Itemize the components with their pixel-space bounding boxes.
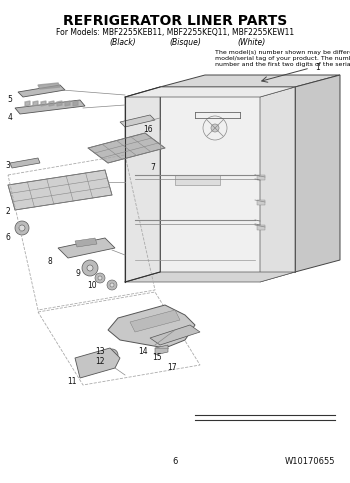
Text: 16: 16 (143, 126, 153, 134)
Polygon shape (18, 85, 65, 97)
Polygon shape (10, 158, 40, 168)
Text: 6: 6 (6, 233, 10, 242)
Polygon shape (108, 305, 195, 348)
Text: 11: 11 (67, 378, 77, 386)
Text: 2: 2 (6, 208, 10, 216)
Text: The model(s) number shown may be different than what is printed on the
model/ser: The model(s) number shown may be differe… (215, 50, 350, 67)
Circle shape (82, 260, 98, 276)
Polygon shape (120, 115, 155, 127)
Polygon shape (257, 175, 265, 180)
Polygon shape (73, 101, 78, 106)
Polygon shape (295, 75, 340, 272)
Polygon shape (8, 170, 112, 210)
Text: 17: 17 (167, 364, 177, 372)
Polygon shape (65, 101, 70, 106)
Polygon shape (125, 87, 295, 97)
Circle shape (95, 273, 105, 283)
Polygon shape (75, 348, 120, 378)
Polygon shape (75, 238, 97, 247)
Text: 12: 12 (95, 357, 105, 367)
Circle shape (110, 283, 114, 287)
Polygon shape (125, 272, 295, 282)
Polygon shape (257, 225, 265, 230)
Polygon shape (88, 133, 165, 163)
Text: 7: 7 (150, 162, 155, 171)
Text: 6: 6 (172, 457, 178, 467)
Circle shape (19, 225, 25, 231)
Circle shape (87, 265, 93, 271)
Polygon shape (260, 87, 295, 282)
Text: 4: 4 (8, 114, 13, 123)
Circle shape (110, 353, 114, 357)
Polygon shape (41, 101, 46, 106)
Polygon shape (57, 101, 62, 106)
Text: 1: 1 (316, 62, 320, 71)
Text: 10: 10 (87, 281, 97, 289)
Polygon shape (160, 87, 295, 272)
Text: (White): (White) (238, 38, 266, 47)
Text: 14: 14 (138, 347, 148, 356)
Polygon shape (175, 175, 220, 185)
Polygon shape (49, 101, 54, 106)
Circle shape (106, 349, 118, 361)
Text: W10170655: W10170655 (285, 457, 335, 467)
Text: 15: 15 (152, 354, 162, 363)
Text: 13: 13 (95, 347, 105, 356)
Polygon shape (25, 101, 30, 106)
Polygon shape (38, 83, 60, 89)
Polygon shape (160, 75, 340, 87)
Polygon shape (15, 100, 85, 114)
Text: 9: 9 (76, 269, 80, 278)
Polygon shape (130, 310, 180, 332)
Circle shape (211, 124, 219, 132)
Polygon shape (150, 325, 200, 345)
Circle shape (107, 280, 117, 290)
Polygon shape (33, 101, 38, 106)
Text: 5: 5 (8, 96, 13, 104)
Text: 3: 3 (6, 160, 10, 170)
Text: 8: 8 (48, 257, 52, 267)
Text: For Models: MBF2255KEB11, MBF2255KEQ11, MBF2255KEW11: For Models: MBF2255KEB11, MBF2255KEQ11, … (56, 28, 294, 37)
Polygon shape (125, 87, 160, 282)
Text: REFRIGERATOR LINER PARTS: REFRIGERATOR LINER PARTS (63, 14, 287, 28)
Circle shape (15, 221, 29, 235)
Circle shape (98, 276, 102, 280)
Text: (Black): (Black) (110, 38, 136, 47)
Polygon shape (58, 238, 115, 258)
Polygon shape (257, 200, 265, 205)
Text: (Bisque): (Bisque) (169, 38, 201, 47)
Polygon shape (155, 345, 168, 355)
